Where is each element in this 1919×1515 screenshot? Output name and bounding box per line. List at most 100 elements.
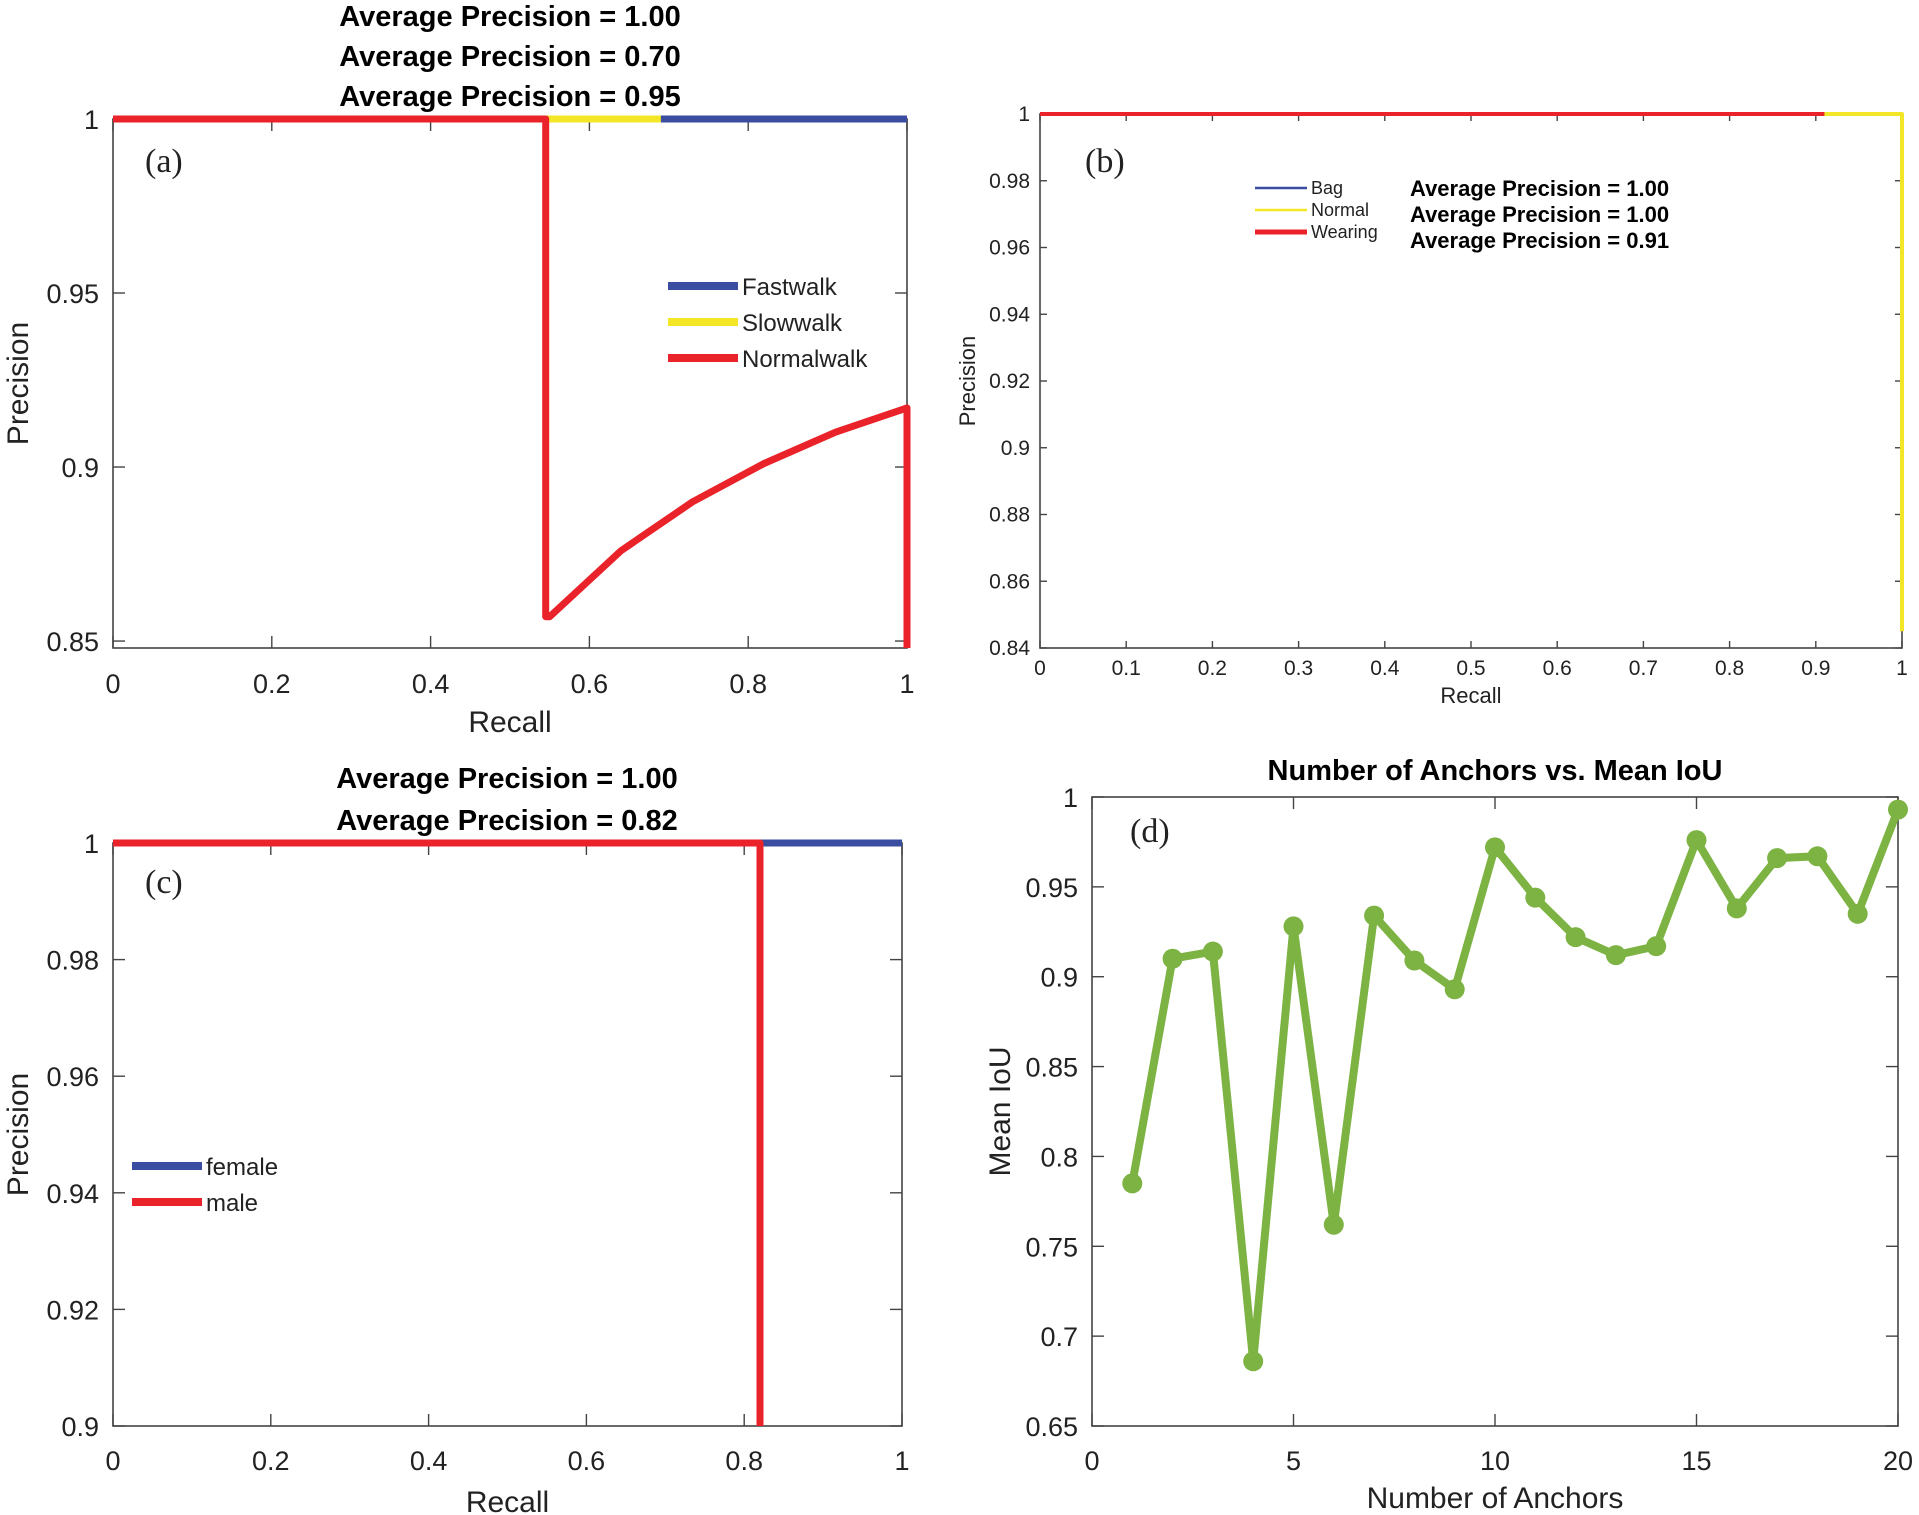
x-tick-label: 0.4 xyxy=(412,669,450,699)
y-tick-label: 0.92 xyxy=(46,1295,99,1325)
x-tick-label: 0.8 xyxy=(1715,657,1744,680)
legend-label-female: female xyxy=(206,1154,278,1181)
y-tick-label: 0.84 xyxy=(989,637,1030,660)
y-tick-label: 1 xyxy=(1018,103,1030,126)
y-axis-label: Mean IoU xyxy=(984,1046,1017,1176)
data-point xyxy=(1202,941,1223,962)
chart-panel-a: Average Precision = 1.00 Average Precisio… xyxy=(2,1,915,739)
y-tick-label: 0.98 xyxy=(989,170,1030,193)
y-axis-label: Precision xyxy=(2,322,35,445)
y-tick-label: 0.85 xyxy=(1025,1053,1078,1083)
data-point xyxy=(1767,848,1788,869)
legend-label-bag: Bag xyxy=(1311,178,1343,198)
data-point xyxy=(1807,846,1828,867)
data-point xyxy=(1444,979,1465,1000)
x-tick-label: 0 xyxy=(1084,1446,1099,1476)
y-tick-label: 0.88 xyxy=(989,504,1030,527)
x-tick-label: 0.4 xyxy=(1370,657,1400,680)
x-tick-label: 0.8 xyxy=(725,1446,763,1476)
x-axis-label: Recall xyxy=(466,1486,549,1515)
y-tick-label: 0.9 xyxy=(61,453,99,483)
legend-label-normalwalk: Normalwalk xyxy=(742,346,868,373)
x-axis-label: Number of Anchors xyxy=(1367,1482,1624,1515)
y-tick-label: 0.75 xyxy=(1025,1232,1078,1262)
plot-frame xyxy=(1091,796,1899,1427)
data-point xyxy=(1283,916,1304,937)
y-axis-label: Precision xyxy=(2,1073,35,1196)
chart-panel-c: Average Precision = 1.00 Average Precisio… xyxy=(2,763,910,1515)
legend-average-precision: Average Precision = 1.00 xyxy=(1410,176,1669,201)
data-point xyxy=(1565,927,1586,948)
y-tick-label: 0.96 xyxy=(989,237,1030,260)
panel-label: (d) xyxy=(1130,813,1170,850)
x-tick-label: 0.1 xyxy=(1112,657,1141,680)
panel-label: (b) xyxy=(1085,143,1125,180)
x-tick-label: 20 xyxy=(1883,1446,1913,1476)
y-tick-label: 0.95 xyxy=(46,279,99,309)
chart-title: Average Precision = 0.95 xyxy=(339,81,681,113)
data-point xyxy=(1323,1214,1344,1235)
plot-frame xyxy=(112,118,908,649)
data-point xyxy=(1122,1173,1143,1194)
x-tick-label: 0 xyxy=(105,669,120,699)
chart-panel-b: 0 0.1 0.2 0.3 0.4 0.5 0.6 0.7 0.8 0.9 1 0.84 0.86 0.8… xyxy=(955,103,1908,708)
plot-frame xyxy=(112,842,903,1427)
x-tick-label: 0.2 xyxy=(252,1446,290,1476)
panel-label: (a) xyxy=(145,143,183,180)
y-tick-label: 0.85 xyxy=(46,627,99,657)
chart-title: Average Precision = 1.00 xyxy=(336,763,678,795)
y-tick-label: 1 xyxy=(84,829,99,859)
x-tick-label: 5 xyxy=(1286,1446,1301,1476)
series-line-male xyxy=(113,839,764,1426)
chart-title: Number of Anchors vs. Mean IoU xyxy=(1268,755,1723,787)
data-point xyxy=(1162,948,1183,969)
x-tick-label: 10 xyxy=(1480,1446,1510,1476)
data-point xyxy=(1605,945,1626,966)
y-tick-label: 0.94 xyxy=(989,303,1030,326)
y-tick-label: 0.9 xyxy=(1001,437,1030,460)
x-tick-label: 0 xyxy=(1034,657,1046,680)
y-tick-label: 0.8 xyxy=(1040,1142,1078,1172)
data-point xyxy=(1686,830,1707,851)
x-axis-label: Recall xyxy=(1440,683,1501,708)
panel-label: (c) xyxy=(145,864,183,901)
x-tick-label: 0.9 xyxy=(1801,657,1830,680)
y-tick-label: 0.95 xyxy=(1025,873,1078,903)
legend-label-wearing: Wearing xyxy=(1311,222,1378,242)
x-tick-label: 0.6 xyxy=(1543,657,1572,680)
x-axis-label: Recall xyxy=(468,706,551,739)
x-tick-label: 0.6 xyxy=(568,1446,606,1476)
y-tick-label: 0.9 xyxy=(1040,963,1078,993)
series-line-normalwalk xyxy=(113,115,911,648)
x-tick-label: 0.6 xyxy=(571,669,609,699)
data-point xyxy=(1726,898,1747,919)
chart-title: Average Precision = 1.00 xyxy=(339,1,681,33)
x-tick-label: 0.4 xyxy=(410,1446,448,1476)
data-point xyxy=(1847,903,1868,924)
legend-label-male: male xyxy=(206,1190,258,1217)
chart-panel-d: Number of Anchors vs. Mean IoU 0 5 10 15 20 0.… xyxy=(984,755,1913,1515)
y-tick-label: 1 xyxy=(1063,783,1078,813)
y-tick-label: 0.94 xyxy=(46,1179,99,1209)
legend-average-precision: Average Precision = 1.00 xyxy=(1410,202,1669,227)
x-tick-label: 1 xyxy=(894,1446,909,1476)
x-tick-label: 0 xyxy=(105,1446,120,1476)
x-tick-label: 1 xyxy=(1896,657,1908,680)
data-point xyxy=(1364,905,1385,926)
x-tick-label: 0.7 xyxy=(1629,657,1658,680)
chart-title: Average Precision = 0.70 xyxy=(339,41,681,73)
y-axis-label: Precision xyxy=(955,336,980,426)
series-line-mean-iou xyxy=(1128,808,1902,1366)
y-tick-label: 0.65 xyxy=(1025,1412,1078,1442)
x-tick-label: 0.8 xyxy=(729,669,767,699)
legend-label-fastwalk: Fastwalk xyxy=(742,274,838,301)
data-point xyxy=(1525,887,1546,908)
y-tick-label: 0.98 xyxy=(46,946,99,976)
x-tick-label: 1 xyxy=(899,669,914,699)
legend-label-normal: Normal xyxy=(1311,200,1369,220)
y-tick-label: 1 xyxy=(84,105,99,135)
y-tick-label: 0.7 xyxy=(1040,1322,1078,1352)
data-point xyxy=(1404,950,1425,971)
x-tick-label: 0.5 xyxy=(1456,657,1485,680)
